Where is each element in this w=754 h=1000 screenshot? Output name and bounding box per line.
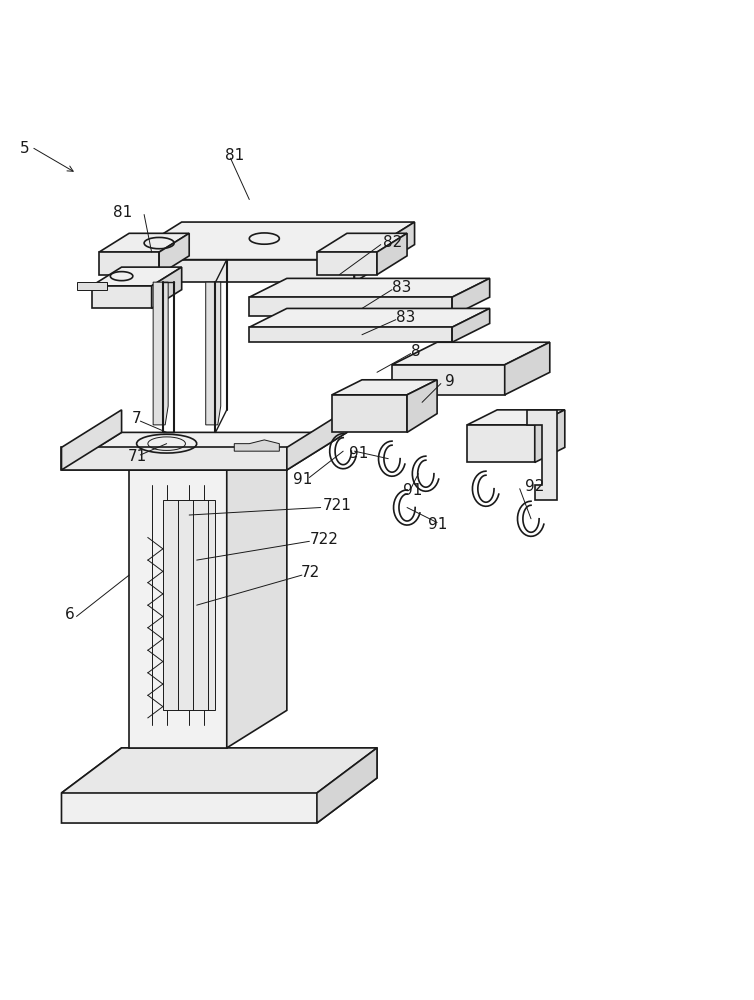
Polygon shape xyxy=(121,260,354,282)
Polygon shape xyxy=(234,440,279,451)
Polygon shape xyxy=(317,748,377,823)
Polygon shape xyxy=(250,278,489,297)
Polygon shape xyxy=(76,282,106,290)
Text: 71: 71 xyxy=(127,449,147,464)
Text: 72: 72 xyxy=(300,565,320,580)
Polygon shape xyxy=(206,282,221,425)
Polygon shape xyxy=(153,282,168,425)
Text: 91: 91 xyxy=(293,472,312,487)
Polygon shape xyxy=(332,380,437,395)
Polygon shape xyxy=(99,233,189,252)
Polygon shape xyxy=(62,410,121,470)
Text: 91: 91 xyxy=(403,483,423,498)
Polygon shape xyxy=(129,447,287,470)
Text: 82: 82 xyxy=(383,235,403,250)
Polygon shape xyxy=(163,500,216,710)
Text: 8: 8 xyxy=(411,344,421,359)
Polygon shape xyxy=(317,252,377,275)
Text: 81: 81 xyxy=(112,205,132,220)
Polygon shape xyxy=(62,748,377,823)
Polygon shape xyxy=(250,308,489,327)
Text: 91: 91 xyxy=(428,517,447,532)
Polygon shape xyxy=(407,380,437,432)
Polygon shape xyxy=(392,342,550,365)
Polygon shape xyxy=(62,748,377,793)
Polygon shape xyxy=(287,410,347,470)
Polygon shape xyxy=(467,425,535,462)
Polygon shape xyxy=(121,222,415,260)
Text: 9: 9 xyxy=(445,374,455,389)
Polygon shape xyxy=(354,222,415,282)
Polygon shape xyxy=(99,252,159,275)
Text: 81: 81 xyxy=(225,148,244,163)
Polygon shape xyxy=(527,410,557,500)
Text: 6: 6 xyxy=(66,607,75,622)
Polygon shape xyxy=(452,278,489,316)
Polygon shape xyxy=(317,233,407,252)
Polygon shape xyxy=(250,297,452,316)
Polygon shape xyxy=(392,365,504,395)
Polygon shape xyxy=(535,410,565,462)
Polygon shape xyxy=(467,410,565,425)
Polygon shape xyxy=(62,432,347,470)
Text: 7: 7 xyxy=(131,411,141,426)
Polygon shape xyxy=(152,267,182,308)
Polygon shape xyxy=(91,286,152,308)
Polygon shape xyxy=(62,447,287,470)
Text: 92: 92 xyxy=(525,479,544,494)
Polygon shape xyxy=(377,233,407,275)
Polygon shape xyxy=(452,308,489,342)
Text: 5: 5 xyxy=(20,141,30,156)
Polygon shape xyxy=(504,342,550,395)
Polygon shape xyxy=(91,267,182,286)
Text: 721: 721 xyxy=(323,498,352,513)
Polygon shape xyxy=(227,447,287,748)
Polygon shape xyxy=(129,470,227,748)
Text: 83: 83 xyxy=(396,310,415,325)
Polygon shape xyxy=(159,233,189,275)
Text: 722: 722 xyxy=(309,532,339,547)
Polygon shape xyxy=(332,395,407,432)
Text: 91: 91 xyxy=(349,446,369,461)
Polygon shape xyxy=(250,327,452,342)
Text: 83: 83 xyxy=(392,280,412,295)
